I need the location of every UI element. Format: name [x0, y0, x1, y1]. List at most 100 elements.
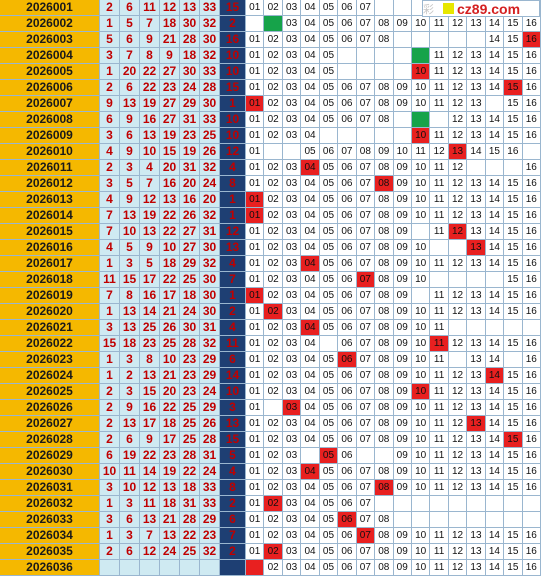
red-ball-number: 20 [200, 192, 220, 208]
blue-zone-cell: 05 [319, 32, 339, 48]
blue-zone-cell: 09 [393, 432, 412, 448]
blue-zone-cell: 05 [319, 512, 339, 528]
blue-zone-cell: 01 [246, 128, 265, 144]
blue-hit-marker: 01 [246, 96, 265, 112]
blue-zone-cell: 04 [301, 64, 320, 80]
red-ball-number: 5 [100, 32, 120, 48]
blue-zone-cell: 15 [504, 272, 523, 288]
blue-zone-cell: 13 [467, 112, 486, 128]
blue-zone-cell: 08 [375, 192, 394, 208]
red-ball-number: 32 [200, 336, 220, 352]
red-ball-number: 18 [180, 480, 200, 496]
blue-zone-cell [338, 128, 357, 144]
blue-zone-cell: 16 [522, 560, 541, 576]
blue-zone-cell: 03 [282, 320, 302, 336]
blue-zone-cell: 03 [282, 16, 302, 32]
blue-zone-cell: 08 [375, 112, 394, 128]
blue-zone-cell: 05 [319, 416, 339, 432]
blue-zone-cell: 04 [301, 560, 320, 576]
red-ball-number: 3 [120, 496, 140, 512]
blue-zone-cell: 07 [356, 464, 376, 480]
red-ball-number: 18 [160, 256, 180, 272]
red-ball-number: 23 [180, 128, 200, 144]
blue-zone-cell: 04 [301, 544, 320, 560]
blue-zone-cell: 04 [301, 240, 320, 256]
blue-zone-cell: 06 [338, 384, 357, 400]
blue-zone-cell: 11 [430, 448, 449, 464]
blue-zone-cell: 14 [485, 80, 505, 96]
watermark-text: cz89.com [457, 0, 521, 17]
blue-zone-cell: 08 [375, 16, 394, 32]
blue-zone-cell: 05 [319, 0, 339, 16]
blue-zone-cell: 07 [356, 0, 376, 16]
blue-zone-cell: 06 [338, 496, 357, 512]
blue-zone-cell: 09 [393, 240, 412, 256]
issue-number: 2026018 [0, 272, 100, 288]
blue-zone-cell: 16 [522, 176, 541, 192]
red-ball-number: 28 [180, 336, 200, 352]
blue-zone-cell: 06 [338, 336, 357, 352]
blue-hit-marker: 12 [448, 224, 468, 240]
blue-zone-cell: 15 [504, 64, 523, 80]
blue-ball-number: 4 [220, 256, 246, 272]
blue-zone-cell: 02 [264, 160, 283, 176]
table-row: 2026002 1 5 7 18 30 32 2 03 04 05 06 07 08 09 10 11 12 13 1… [0, 16, 541, 32]
blue-zone-cell: 06 [338, 176, 357, 192]
blue-zone-cell: 11 [430, 304, 449, 320]
blue-zone-cell: 13 [467, 192, 486, 208]
blue-ball-number: 8 [220, 176, 246, 192]
blue-zone-cell: 03 [282, 288, 302, 304]
issue-number: 2026025 [0, 384, 100, 400]
blue-zone-cell: 10 [411, 240, 431, 256]
issue-number: 2026021 [0, 320, 100, 336]
red-ball-number: 22 [160, 224, 180, 240]
blue-zone-cell: 11 [430, 352, 449, 368]
blue-zone-cell: 01 [246, 80, 265, 96]
blue-zone-cell: 06 [338, 464, 357, 480]
blue-zone-cell: 02 [264, 48, 283, 64]
blue-zone-cell: 05 [319, 496, 339, 512]
red-ball-number: 33 [200, 0, 220, 16]
red-ball-number: 4 [100, 144, 120, 160]
red-ball-number: 24 [200, 464, 220, 480]
blue-zone-cell [393, 0, 412, 16]
blue-zone-cell: 07 [356, 112, 376, 128]
red-ball-number: 31 [200, 448, 220, 464]
issue-number: 2026029 [0, 448, 100, 464]
blue-zone-cell: 09 [393, 560, 412, 576]
blue-zone-cell: 13 [467, 368, 486, 384]
blue-zone-cell: 04 [301, 48, 320, 64]
blue-zone-cell: 04 [301, 128, 320, 144]
blue-zone-cell: 03 [282, 304, 302, 320]
blue-ball-number: 13 [220, 240, 246, 256]
red-ball-number: 13 [120, 208, 140, 224]
blue-zone-cell: 05 [319, 304, 339, 320]
table-row: 2026012 3 5 7 16 20 24 8 01 02 03 04 05 06 07 08 09 10 11 1… [0, 176, 541, 192]
issue-number: 2026005 [0, 64, 100, 80]
blue-zone-cell: 01 [246, 0, 265, 16]
blue-zone-cell: 02 [264, 80, 283, 96]
blue-ball-number: 4 [220, 320, 246, 336]
blue-zone-cell: 15 [504, 416, 523, 432]
blue-zone-cell: 07 [356, 288, 376, 304]
blue-zone-cell: 12 [448, 480, 468, 496]
blue-zone-cell [485, 272, 505, 288]
red-ball-number: 6 [120, 512, 140, 528]
blue-zone-cell: 15 [504, 528, 523, 544]
blue-ball-number: 4 [220, 160, 246, 176]
table-row: 2026022 15 18 23 25 28 32 11 01 02 03 04 06 07 08 09 10 1… [0, 336, 541, 352]
blue-zone-cell: 09 [393, 256, 412, 272]
red-ball-number: 26 [200, 144, 220, 160]
blue-zone-cell: 13 [467, 224, 486, 240]
blue-zone-cell: 14 [485, 464, 505, 480]
red-ball-number: 13 [180, 0, 200, 16]
blue-zone-cell: 12 [448, 48, 468, 64]
blue-zone-cell: 16 [522, 224, 541, 240]
red-ball-number: 30 [200, 272, 220, 288]
blue-zone-cell: 01 [246, 144, 265, 160]
blue-zone-cell: 10 [411, 528, 431, 544]
blue-zone-cell [375, 128, 394, 144]
blue-zone-cell: 15 [504, 256, 523, 272]
red-ball-number: 6 [120, 80, 140, 96]
blue-zone-cell: 06 [338, 224, 357, 240]
